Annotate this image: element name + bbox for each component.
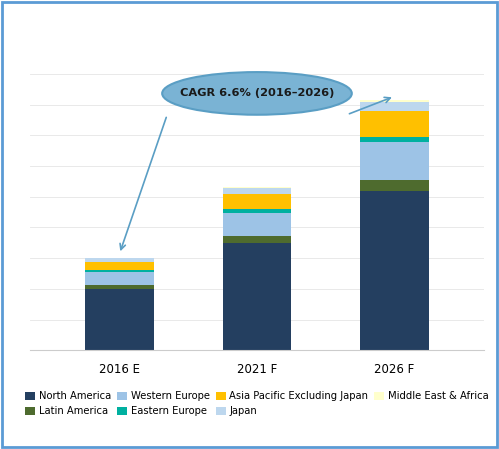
Bar — [85, 289, 154, 350]
Legend: North America, Latin America, Western Europe, Eastern Europe, Asia Pacific Exclu: North America, Latin America, Western Eu… — [25, 391, 489, 416]
Bar — [360, 136, 429, 142]
Bar — [223, 187, 291, 188]
Bar — [360, 100, 429, 102]
Bar — [85, 259, 154, 262]
Bar — [360, 180, 429, 191]
Bar — [223, 213, 291, 236]
Bar — [360, 102, 429, 111]
Bar — [223, 209, 291, 213]
Bar — [223, 236, 291, 243]
Bar — [85, 272, 154, 285]
Text: CAGR 6.6% (2016–2026): CAGR 6.6% (2016–2026) — [180, 88, 334, 98]
Bar — [85, 269, 154, 272]
Bar — [85, 285, 154, 289]
Bar — [360, 111, 429, 136]
Text: 2021 and 2026: 2021 and 2026 — [201, 48, 298, 61]
Bar — [223, 188, 291, 194]
Bar — [85, 262, 154, 269]
Bar — [223, 243, 291, 350]
Bar — [360, 191, 429, 350]
Bar — [85, 258, 154, 259]
Bar — [223, 194, 291, 209]
Text: Global Negative Pressure Wound Therapy Market, Revenue (US$), by Product, 2016,: Global Negative Pressure Wound Therapy M… — [0, 18, 499, 31]
Bar — [360, 142, 429, 180]
